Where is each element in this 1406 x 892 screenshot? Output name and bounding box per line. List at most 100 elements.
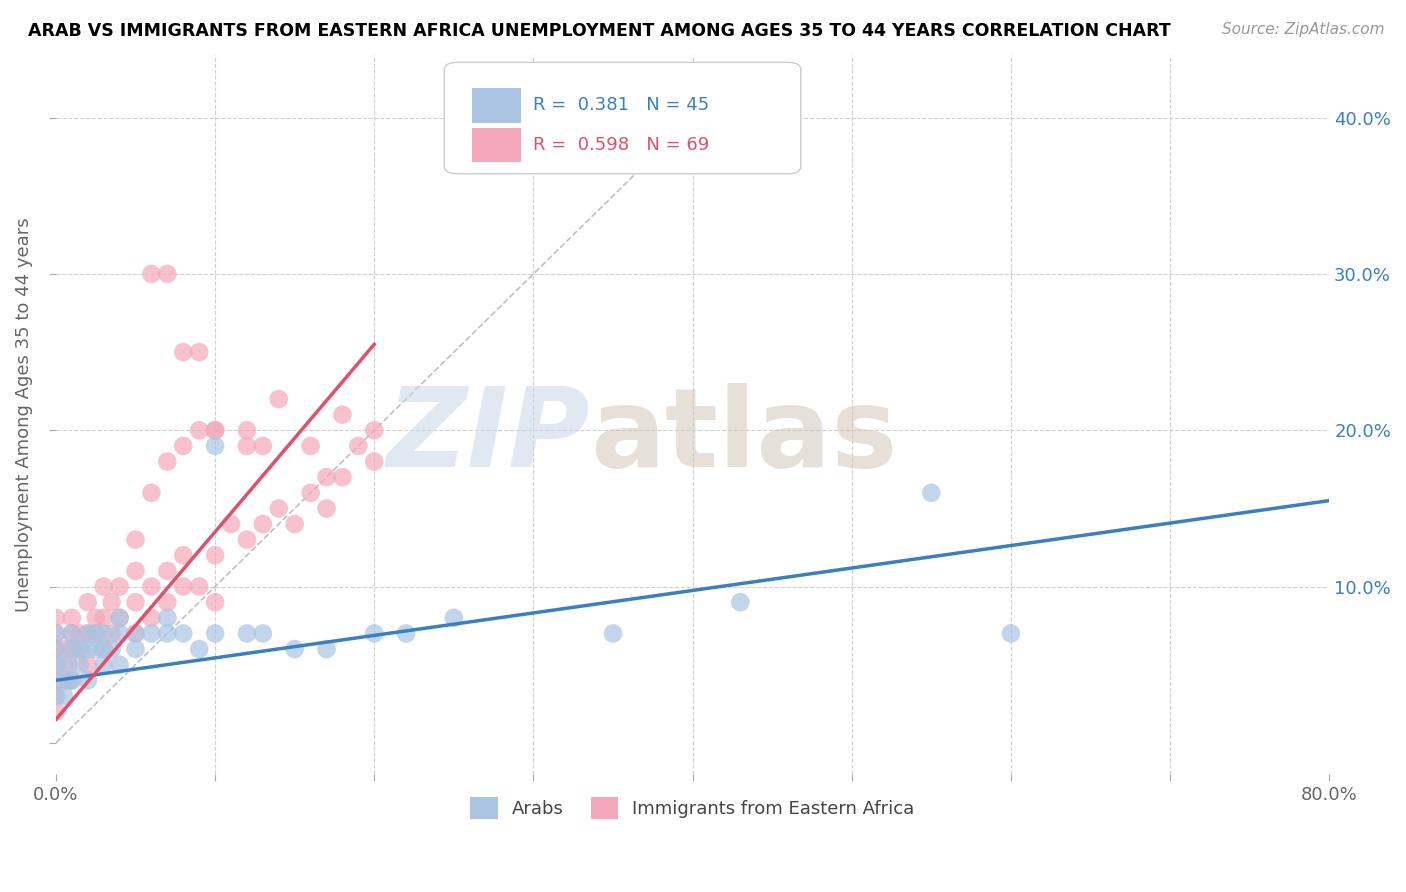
Point bbox=[236, 439, 259, 453]
Point bbox=[315, 470, 337, 484]
Point bbox=[172, 580, 194, 594]
Point bbox=[52, 673, 75, 688]
Point bbox=[60, 626, 83, 640]
Point bbox=[84, 626, 107, 640]
Point bbox=[108, 580, 131, 594]
Point bbox=[45, 657, 67, 672]
Text: R =  0.381   N = 45: R = 0.381 N = 45 bbox=[533, 96, 710, 114]
Point bbox=[156, 564, 179, 578]
Point bbox=[100, 642, 122, 657]
Point bbox=[315, 501, 337, 516]
Point bbox=[69, 642, 91, 657]
Point bbox=[204, 423, 226, 437]
Point bbox=[76, 626, 98, 640]
Point bbox=[172, 626, 194, 640]
Point bbox=[100, 626, 122, 640]
Point bbox=[204, 626, 226, 640]
Point bbox=[93, 642, 115, 657]
Point bbox=[124, 626, 146, 640]
Point bbox=[156, 454, 179, 468]
Bar bbox=[472, 88, 520, 123]
Point bbox=[204, 549, 226, 563]
Point bbox=[188, 423, 211, 437]
Point bbox=[45, 673, 67, 688]
Point bbox=[315, 642, 337, 657]
Point bbox=[730, 595, 752, 609]
Point bbox=[45, 626, 67, 640]
Point bbox=[172, 345, 194, 359]
Point bbox=[363, 423, 385, 437]
Point bbox=[920, 485, 942, 500]
Point bbox=[76, 673, 98, 688]
Point bbox=[124, 533, 146, 547]
Point bbox=[45, 657, 67, 672]
Point bbox=[332, 408, 354, 422]
Point bbox=[60, 626, 83, 640]
Point bbox=[52, 657, 75, 672]
Point bbox=[58, 673, 80, 688]
Point bbox=[58, 657, 80, 672]
Point bbox=[52, 642, 75, 657]
Point bbox=[156, 611, 179, 625]
Point bbox=[156, 626, 179, 640]
Point bbox=[45, 705, 67, 719]
Point bbox=[76, 626, 98, 640]
Point bbox=[172, 549, 194, 563]
Point bbox=[156, 595, 179, 609]
Point bbox=[443, 611, 465, 625]
Point bbox=[267, 501, 290, 516]
Point bbox=[93, 626, 115, 640]
Point bbox=[69, 642, 91, 657]
Point bbox=[93, 642, 115, 657]
Point bbox=[76, 595, 98, 609]
Point bbox=[124, 595, 146, 609]
Point bbox=[93, 657, 115, 672]
Point bbox=[124, 642, 146, 657]
Point bbox=[45, 689, 67, 703]
Point bbox=[45, 611, 67, 625]
Point bbox=[76, 657, 98, 672]
Point bbox=[236, 423, 259, 437]
Text: ZIP: ZIP bbox=[387, 383, 591, 490]
Point bbox=[124, 626, 146, 640]
Point bbox=[100, 595, 122, 609]
Point bbox=[45, 689, 67, 703]
Point bbox=[252, 439, 274, 453]
Point bbox=[108, 611, 131, 625]
Point bbox=[141, 611, 163, 625]
Point bbox=[284, 642, 307, 657]
Point bbox=[204, 439, 226, 453]
Point bbox=[156, 267, 179, 281]
Point bbox=[84, 642, 107, 657]
Point bbox=[299, 485, 322, 500]
Point bbox=[141, 626, 163, 640]
Point bbox=[141, 580, 163, 594]
Point bbox=[252, 516, 274, 531]
Point bbox=[60, 642, 83, 657]
Point bbox=[108, 626, 131, 640]
Point bbox=[45, 673, 67, 688]
Point bbox=[219, 516, 242, 531]
Point bbox=[602, 626, 624, 640]
Point bbox=[188, 642, 211, 657]
Point bbox=[60, 673, 83, 688]
Point bbox=[141, 485, 163, 500]
Point bbox=[124, 564, 146, 578]
Point bbox=[363, 454, 385, 468]
FancyBboxPatch shape bbox=[444, 62, 801, 174]
Point bbox=[188, 345, 211, 359]
Point bbox=[69, 626, 91, 640]
Point bbox=[60, 611, 83, 625]
Point bbox=[347, 439, 370, 453]
Text: Source: ZipAtlas.com: Source: ZipAtlas.com bbox=[1222, 22, 1385, 37]
Point bbox=[60, 673, 83, 688]
Point bbox=[60, 642, 83, 657]
Point bbox=[45, 642, 67, 657]
Point bbox=[1000, 626, 1022, 640]
Point bbox=[284, 516, 307, 531]
Bar bbox=[472, 128, 520, 162]
Point bbox=[236, 626, 259, 640]
Point bbox=[267, 392, 290, 406]
Point bbox=[395, 626, 418, 640]
Point bbox=[93, 611, 115, 625]
